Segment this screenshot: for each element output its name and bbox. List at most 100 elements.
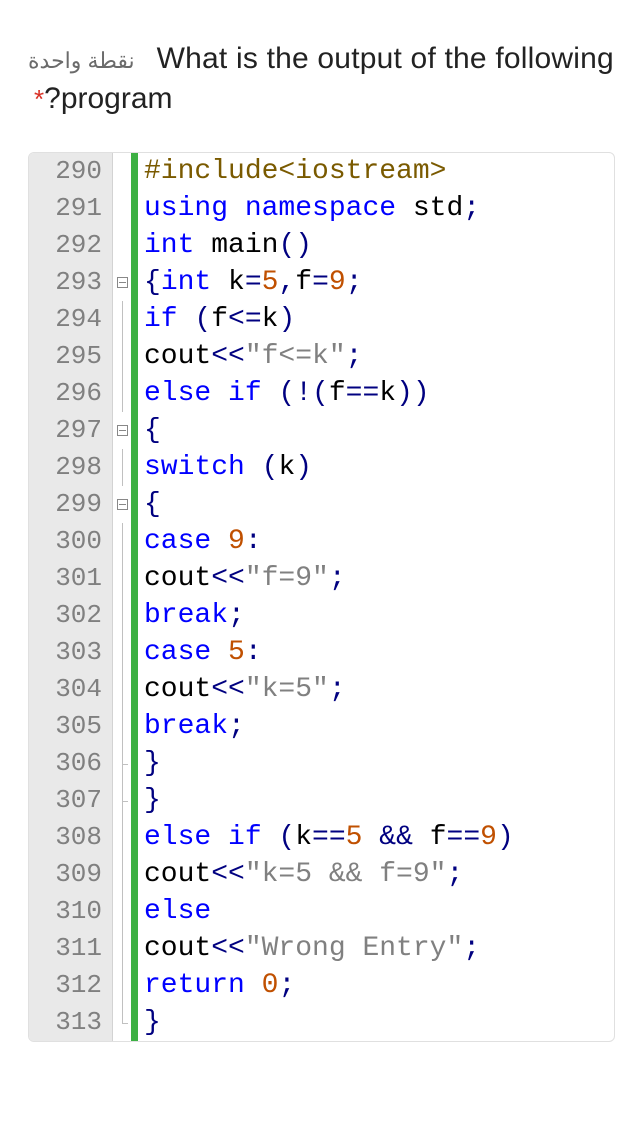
fold-gutter (113, 930, 131, 967)
line-number: 292 (29, 227, 113, 264)
change-bar (131, 301, 138, 338)
code-content: { (138, 412, 161, 449)
code-content: cout<<"k=5 && f=9"; (138, 856, 463, 893)
fold-gutter (113, 708, 131, 745)
change-bar (131, 375, 138, 412)
code-line: 313} (29, 1004, 614, 1041)
line-number: 303 (29, 634, 113, 671)
code-content: case 5: (138, 634, 262, 671)
line-number: 310 (29, 893, 113, 930)
code-content: case 9: (138, 523, 262, 560)
code-content: using namespace std; (138, 190, 480, 227)
code-content: break; (138, 597, 245, 634)
line-number: 295 (29, 338, 113, 375)
fold-gutter (113, 856, 131, 893)
code-line: 302 break; (29, 597, 614, 634)
code-content: {int k=5,f=9; (138, 264, 363, 301)
code-line: 301 cout<<"f=9"; (29, 560, 614, 597)
fold-gutter (113, 375, 131, 412)
code-line: 310 else (29, 893, 614, 930)
change-bar (131, 190, 138, 227)
code-line: 312 return 0; (29, 967, 614, 1004)
change-bar (131, 967, 138, 1004)
line-number: 309 (29, 856, 113, 893)
code-line: 307} (29, 782, 614, 819)
change-bar (131, 227, 138, 264)
line-number: 299 (29, 486, 113, 523)
fold-gutter (113, 1004, 131, 1041)
change-bar (131, 856, 138, 893)
code-line: 295 cout<<"f<=k"; (29, 338, 614, 375)
change-bar (131, 486, 138, 523)
code-content: cout<<"f=9"; (138, 560, 346, 597)
change-bar (131, 153, 138, 190)
line-number: 291 (29, 190, 113, 227)
code-line: 298switch (k) (29, 449, 614, 486)
fold-gutter (113, 338, 131, 375)
code-content: cout<<"k=5"; (138, 671, 346, 708)
change-bar (131, 819, 138, 856)
code-content: int main() (138, 227, 312, 264)
fold-gutter (113, 819, 131, 856)
code-editor: 290#include<iostream>291 using namespace … (28, 152, 615, 1042)
code-line: 297{ (29, 412, 614, 449)
code-content: { (138, 486, 161, 523)
code-line: 291 using namespace std; (29, 190, 614, 227)
change-bar (131, 782, 138, 819)
change-bar (131, 745, 138, 782)
code-line: 299 { (29, 486, 614, 523)
fold-gutter (113, 782, 131, 819)
change-bar (131, 412, 138, 449)
fold-gutter (113, 597, 131, 634)
code-content: if (f<=k) (138, 301, 295, 338)
code-line: 292 int main() (29, 227, 614, 264)
change-bar (131, 338, 138, 375)
fold-gutter (113, 634, 131, 671)
line-number: 313 (29, 1004, 113, 1041)
line-number: 312 (29, 967, 113, 1004)
question-text-1: What is the output of the following (157, 42, 614, 76)
code-line: 304cout<<"k=5"; (29, 671, 614, 708)
line-number: 300 (29, 523, 113, 560)
fold-gutter (113, 449, 131, 486)
change-bar (131, 634, 138, 671)
fold-gutter (113, 486, 131, 523)
code-line: 305break; (29, 708, 614, 745)
code-line: 300 case 9: (29, 523, 614, 560)
code-content: #include<iostream> (138, 153, 446, 190)
question-line-2: program? * (28, 82, 615, 116)
fold-gutter (113, 745, 131, 782)
question-line-1: نقطة واحدة What is the output of the fol… (28, 42, 615, 76)
line-number: 308 (29, 819, 113, 856)
fold-gutter (113, 560, 131, 597)
page-root: نقطة واحدة What is the output of the fol… (0, 0, 643, 1142)
change-bar (131, 1004, 138, 1041)
line-number: 293 (29, 264, 113, 301)
change-bar (131, 708, 138, 745)
fold-gutter (113, 153, 131, 190)
line-number: 302 (29, 597, 113, 634)
change-bar (131, 523, 138, 560)
code-line: 296else if (!(f==k)) (29, 375, 614, 412)
code-content: else if (k==5 && f==9) (138, 819, 514, 856)
line-number: 311 (29, 930, 113, 967)
question-block: نقطة واحدة What is the output of the fol… (0, 0, 643, 116)
code-content: return 0; (138, 967, 295, 1004)
line-number: 301 (29, 560, 113, 597)
change-bar (131, 449, 138, 486)
line-number: 307 (29, 782, 113, 819)
change-bar (131, 893, 138, 930)
change-bar (131, 264, 138, 301)
code-content: } (138, 745, 161, 782)
line-number: 306 (29, 745, 113, 782)
change-bar (131, 597, 138, 634)
code-content: switch (k) (138, 449, 312, 486)
code-content: else (138, 893, 211, 930)
fold-gutter (113, 412, 131, 449)
code-line: 293 {int k=5,f=9; (29, 264, 614, 301)
code-line: 306} (29, 745, 614, 782)
code-content: cout<<"f<=k"; (138, 338, 362, 375)
fold-gutter (113, 893, 131, 930)
code-line: 290#include<iostream> (29, 153, 614, 190)
change-bar (131, 560, 138, 597)
